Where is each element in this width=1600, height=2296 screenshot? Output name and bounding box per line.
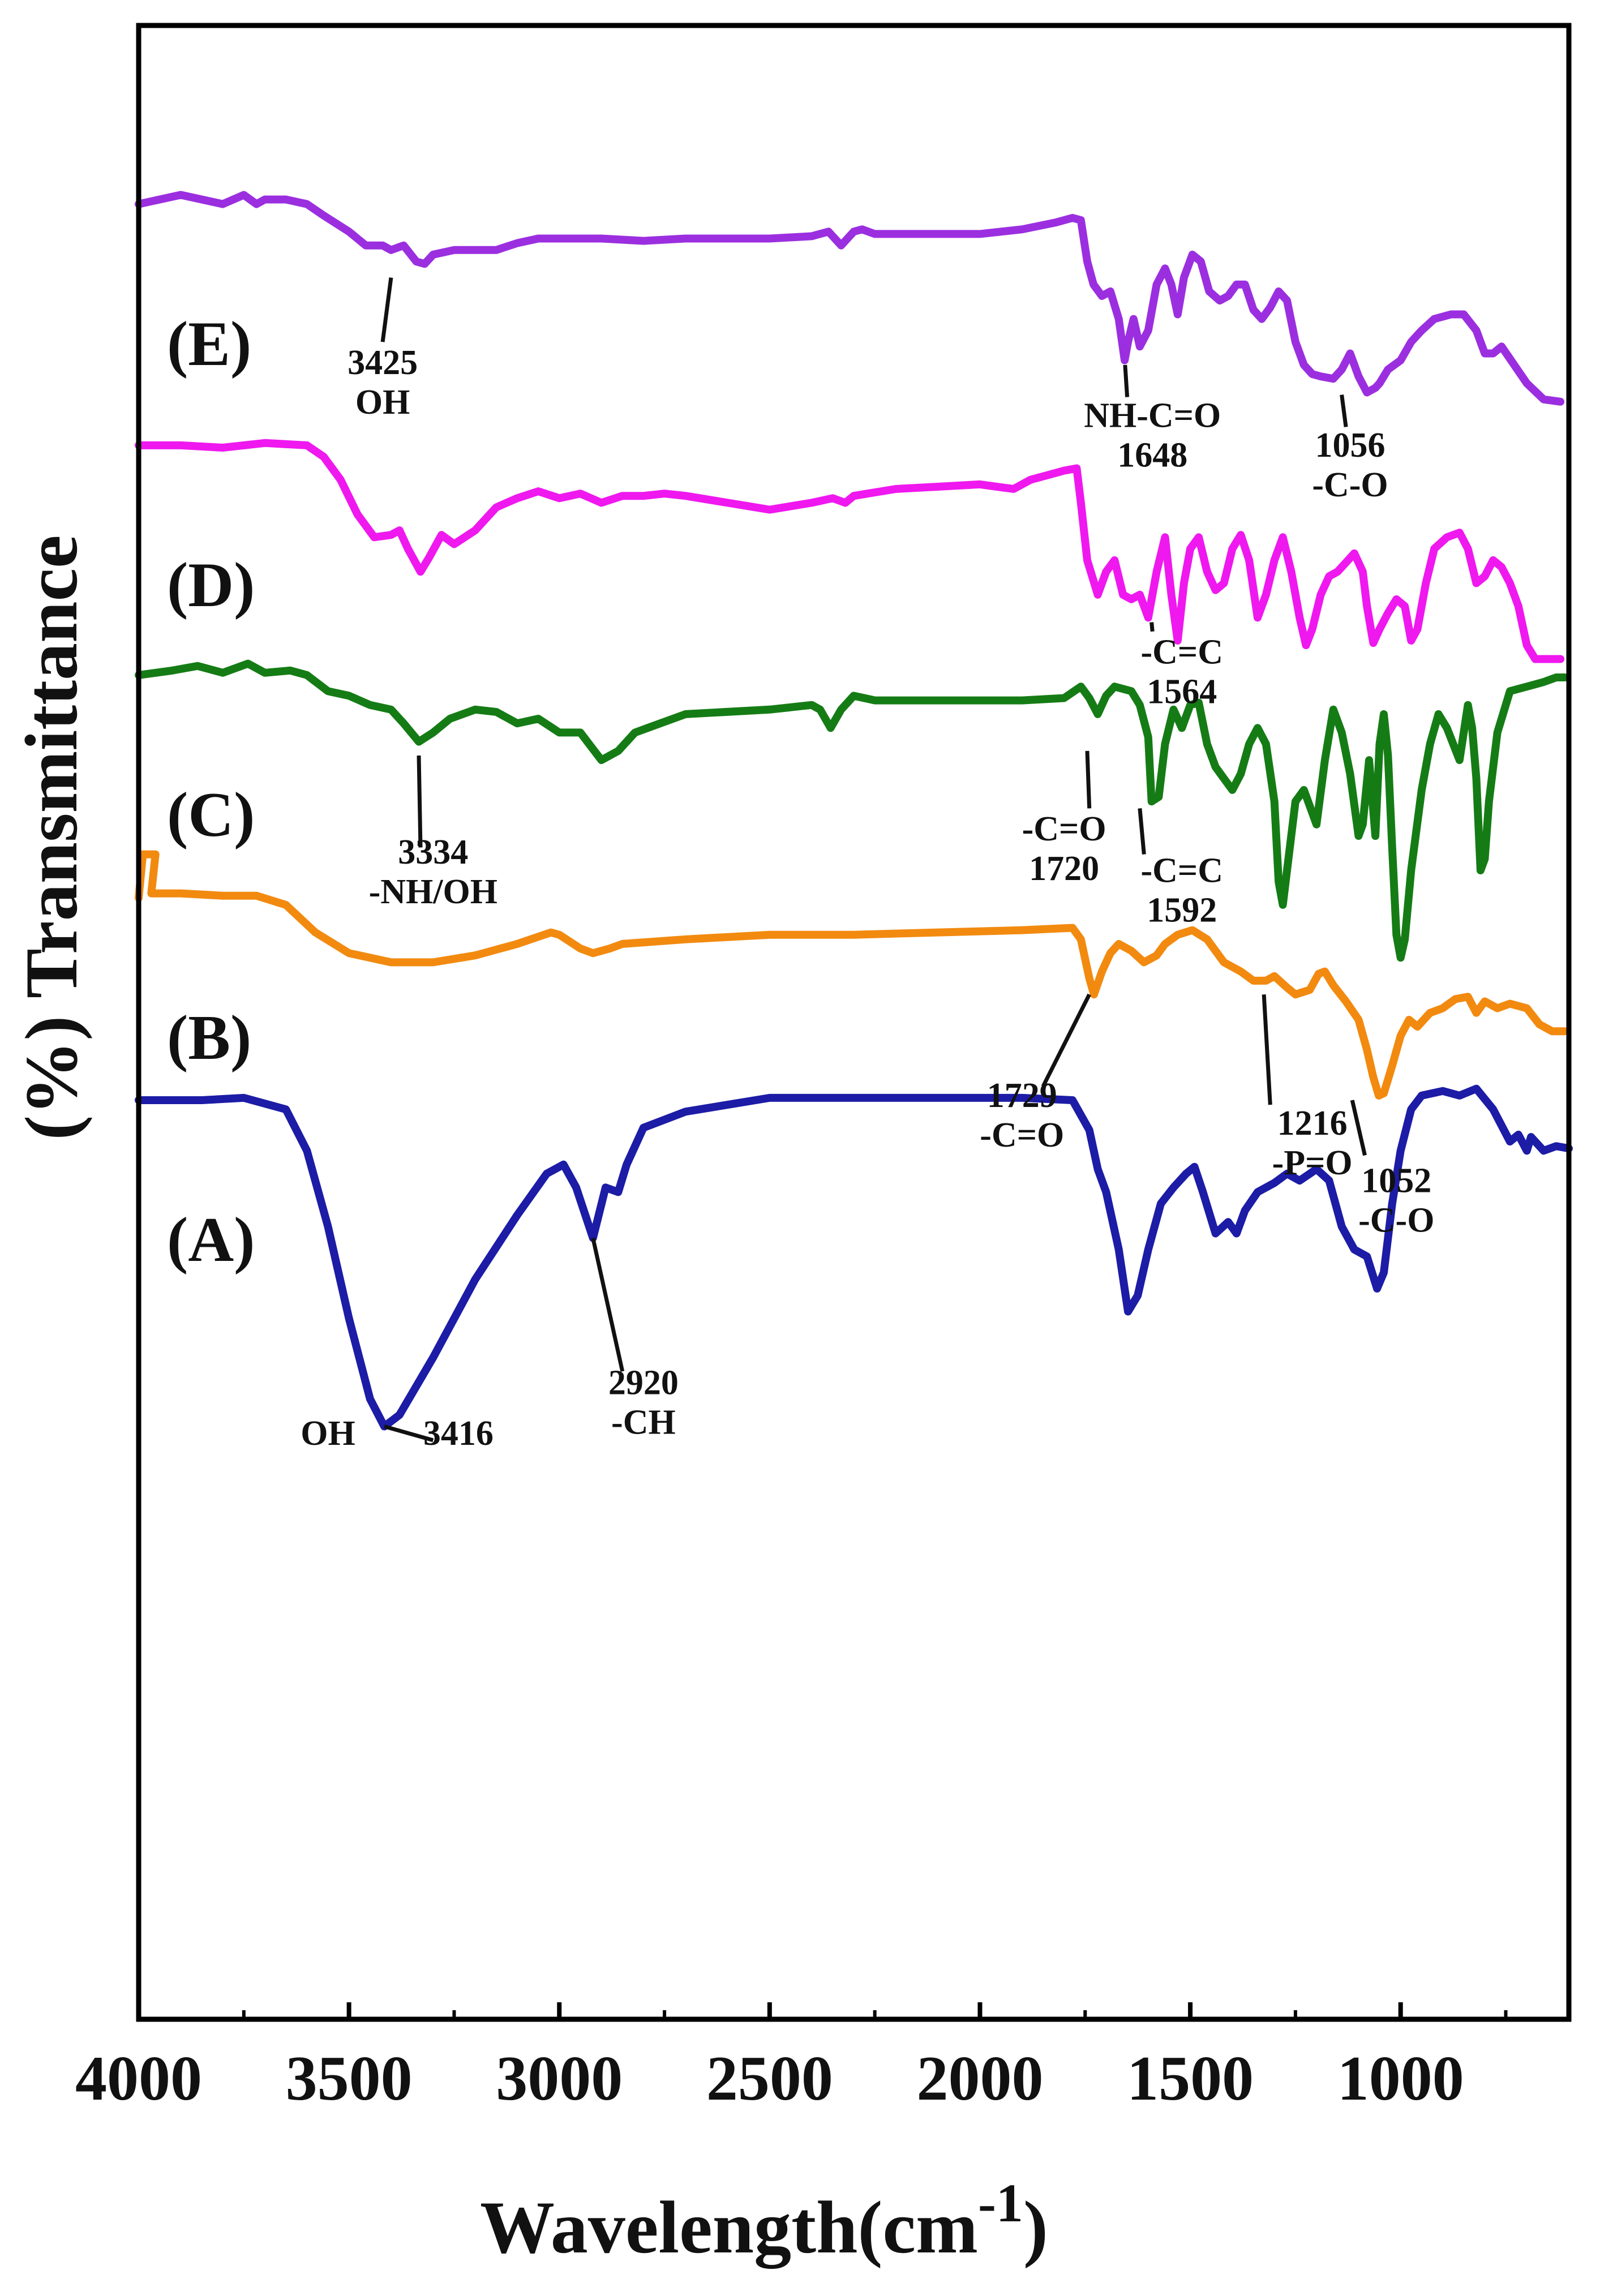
series-line-b (135, 850, 1569, 1100)
x-tick-label: 2000 (916, 2044, 1043, 2114)
series-line-a (135, 1084, 1573, 1431)
plot-frame (136, 23, 1572, 2022)
annotation-label: -P=O (1272, 1144, 1353, 1182)
x-axis-title: Wavelength(cm-1) (480, 2173, 1048, 2269)
annotation-label: OH (301, 1414, 355, 1453)
annotation-label: 1052 (1361, 1161, 1431, 1200)
series-line-e (135, 191, 1565, 406)
series-label-c: (C) (167, 780, 255, 850)
x-tick-label: 2500 (706, 2044, 833, 2114)
annotation-leader (1123, 364, 1130, 397)
annotation-label: 3425 (348, 344, 418, 382)
x-axis-ticks: 4000 3500 3000 2500 2000 1500 1000 (75, 2002, 1508, 2114)
annotation-label: -C=C (1140, 851, 1223, 890)
series-label-d: (D) (167, 550, 255, 620)
annotation-label: 3416 (423, 1414, 494, 1453)
series-label-e: (E) (167, 309, 251, 379)
annotation-label: -C=C (1140, 633, 1223, 672)
annotation-label: 2920 (608, 1364, 679, 1402)
annotation-leader (417, 755, 423, 848)
annotation-leader (1085, 750, 1092, 809)
annotation-label: -C=O (1022, 810, 1106, 848)
x-tick-label: 4000 (75, 2044, 202, 2114)
series-line-c (135, 659, 1569, 962)
annotation-leader (1262, 994, 1272, 1105)
annotation-label: -C-O (1358, 1201, 1434, 1239)
annotation-leader (591, 1237, 625, 1372)
x-axis-title-superscript: -1 (978, 2173, 1023, 2233)
annotation-leader (1041, 993, 1091, 1088)
annotation-label: -C-O (1312, 466, 1388, 504)
annotation-label: 3334 (398, 833, 468, 872)
x-tick-label: 3500 (286, 2044, 413, 2114)
x-axis-title-close: ) (1023, 2186, 1048, 2269)
annotation-label: 1720 (1029, 849, 1099, 888)
x-tick-label: 1000 (1337, 2044, 1464, 2114)
series-label-b: (B) (167, 1003, 251, 1073)
annotation-leader (384, 1424, 434, 1443)
annotation-leader (1340, 394, 1348, 427)
series-layer (135, 191, 1573, 1431)
annotation-label: 1216 (1277, 1104, 1348, 1143)
annotation-label: 1729 (987, 1076, 1057, 1115)
annotation-label: -C=O (980, 1116, 1064, 1155)
annotation-leader (380, 277, 393, 342)
y-axis-title: (%) Transmittance (10, 535, 93, 1140)
annotation-label: OH (355, 383, 410, 422)
annotation-label: 1056 (1315, 426, 1385, 465)
x-tick-label: 1500 (1127, 2044, 1254, 2114)
annotation-label: NH-C=O (1084, 396, 1221, 435)
series-label-layer: (A) (B) (C) (D) (E) (167, 309, 255, 1275)
annotation-label: -NH/OH (369, 873, 497, 911)
series-label-a: (A) (167, 1205, 255, 1275)
annotation-label: -CH (611, 1404, 676, 1442)
annotation-leader (1138, 808, 1146, 855)
annotation-label: 1648 (1117, 436, 1187, 474)
annotation-label: 1564 (1147, 673, 1217, 711)
annotation-label: 1592 (1147, 891, 1217, 929)
x-tick-label: 3000 (496, 2044, 623, 2114)
x-axis-title-main: Wavelength(cm (480, 2186, 978, 2269)
series-line-d (135, 439, 1565, 663)
annotation-leader (1350, 1100, 1367, 1156)
